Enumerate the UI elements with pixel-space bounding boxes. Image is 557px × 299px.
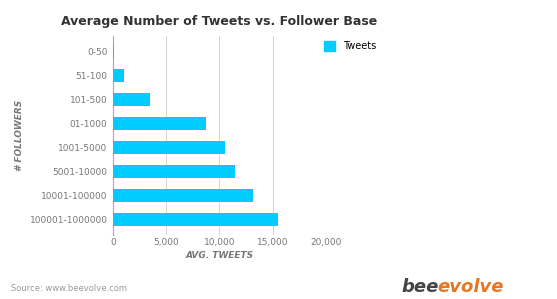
Bar bbox=[113, 165, 236, 178]
Bar bbox=[113, 141, 224, 154]
Legend: Tweets: Tweets bbox=[320, 37, 380, 55]
Bar bbox=[113, 189, 253, 202]
Text: Source: www.beevolve.com: Source: www.beevolve.com bbox=[11, 284, 127, 293]
Text: bee: bee bbox=[401, 278, 438, 296]
X-axis label: AVG. TWEETS: AVG. TWEETS bbox=[185, 251, 253, 260]
Bar bbox=[113, 93, 150, 106]
Y-axis label: # FOLLOWERS: # FOLLOWERS bbox=[15, 100, 24, 171]
Title: Average Number of Tweets vs. Follower Base: Average Number of Tweets vs. Follower Ba… bbox=[61, 15, 378, 28]
Bar bbox=[113, 117, 206, 130]
Bar bbox=[113, 69, 124, 82]
Bar bbox=[113, 213, 278, 226]
Text: evolve: evolve bbox=[437, 278, 504, 296]
